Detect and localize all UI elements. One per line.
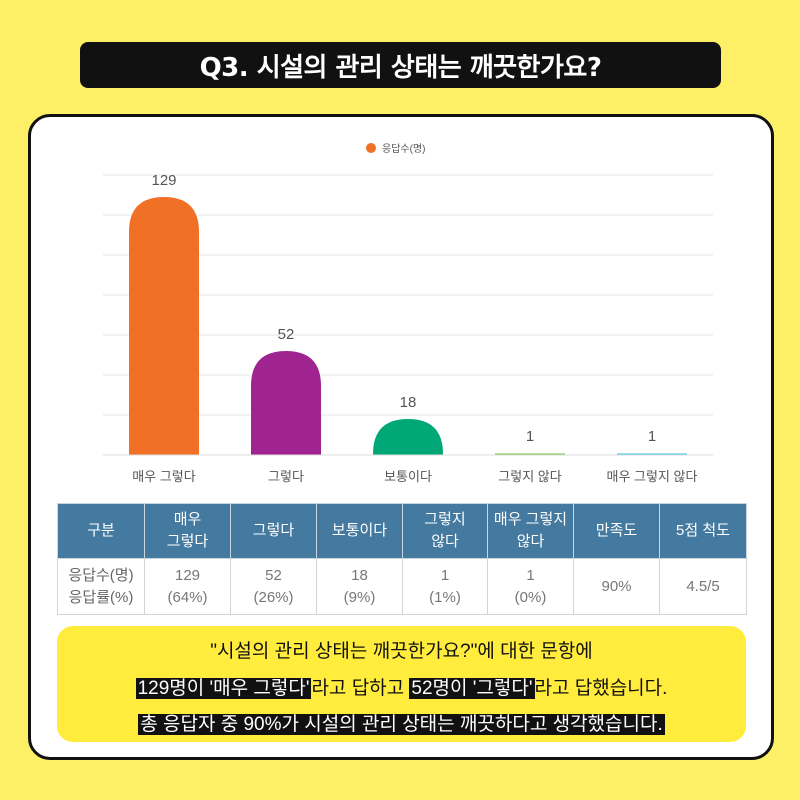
x-tick-label: 그렇다 bbox=[268, 469, 304, 484]
table-header-cell: 그렇다 bbox=[230, 503, 317, 559]
table-header-cell: 5점 척도 bbox=[659, 503, 747, 559]
table-header-cell: 매우 그렇지 않다 bbox=[487, 503, 574, 559]
page-title: Q3. 시설의 관리 상태는 깨끗한가요? bbox=[199, 52, 602, 83]
table-cell: 응답수(명) 응답률(%) bbox=[57, 558, 145, 615]
legend-label: 응답수(명) bbox=[382, 143, 425, 155]
summary-highlight: 52명이 '그렇다' bbox=[409, 678, 535, 699]
summary-line-1: "시설의 관리 상태는 깨끗한가요?"에 대한 문항에 bbox=[210, 641, 593, 662]
table-cell: 90% bbox=[573, 558, 660, 615]
bar bbox=[251, 351, 321, 455]
bar bbox=[373, 419, 443, 455]
data-label: 52 bbox=[278, 326, 295, 343]
stats-table: 구분 매우 그렇다 그렇다 보통이다 그렇지 않다 매우 그렇지 않다 만족도 5점 척도 응답수(… bbox=[57, 503, 747, 615]
table-header-cell: 그렇지 않다 bbox=[402, 503, 488, 559]
legend-marker bbox=[366, 143, 376, 153]
table-row: 응답수(명) 응답률(%) 129 (64%) 52 (26%) 18 (9%) 1 (1%) 1(… bbox=[57, 558, 747, 615]
summary-text: 라고 답하고 bbox=[311, 678, 410, 699]
x-tick-label: 매우 그렇지 않다 bbox=[607, 469, 698, 484]
table-cell: 129 (64%) bbox=[144, 558, 231, 615]
table-cell: 52 (26%) bbox=[230, 558, 317, 615]
x-tick-label: 매우 그렇다 bbox=[132, 469, 195, 484]
table-header-cell: 구분 bbox=[57, 503, 145, 559]
data-label: 18 bbox=[400, 394, 417, 411]
summary-highlight: 129명이 '매우 그렇다' bbox=[135, 678, 312, 699]
table-cell: 18 (9%) bbox=[316, 558, 403, 615]
x-tick-label: 그렇지 않다 bbox=[498, 469, 561, 484]
bar bbox=[129, 197, 199, 455]
table-cell: 4.5/5 bbox=[659, 558, 747, 615]
table-header-row: 구분 매우 그렇다 그렇다 보통이다 그렇지 않다 매우 그렇지 않다 만족도 5점 척도 bbox=[57, 503, 747, 559]
summary-line-3: 총 응답자 중 90%가 시설의 관리 상태는 깨끗하다고 생각했습니다. bbox=[57, 709, 746, 736]
table-header-cell: 만족도 bbox=[573, 503, 660, 559]
summary-line-2: 129명이 '매우 그렇다' 라고 답하고 52명이 '그렇다' 라고 답했습니다. bbox=[57, 673, 746, 700]
table-header-cell: 매우 그렇다 bbox=[144, 503, 231, 559]
summary-box: "시설의 관리 상태는 깨끗한가요?"에 대한 문항에 129명이 '매우 그렇… bbox=[57, 626, 746, 742]
summary-text: 라고 답했습니다. bbox=[534, 678, 668, 699]
data-label: 1 bbox=[648, 428, 656, 445]
data-label: 129 bbox=[151, 172, 176, 189]
table-header-cell: 보통이다 bbox=[316, 503, 403, 559]
summary-highlight: 총 응답자 중 90%가 시설의 관리 상태는 깨끗하다고 생각했습니다. bbox=[138, 714, 665, 735]
title-bar: Q3. 시설의 관리 상태는 깨끗한가요? bbox=[80, 42, 721, 88]
data-label: 1 bbox=[526, 428, 534, 445]
table-cell: 1 (0%) bbox=[487, 558, 574, 615]
bar-chart: 응답수(명) 129 매우 그렇다 52 그렇다 18 보통이다 1 그렇지 않다 1 매우 그렇지… bbox=[103, 143, 713, 484]
x-tick-label: 보통이다 bbox=[384, 469, 432, 484]
table-cell: 1 (1%) bbox=[402, 558, 488, 615]
